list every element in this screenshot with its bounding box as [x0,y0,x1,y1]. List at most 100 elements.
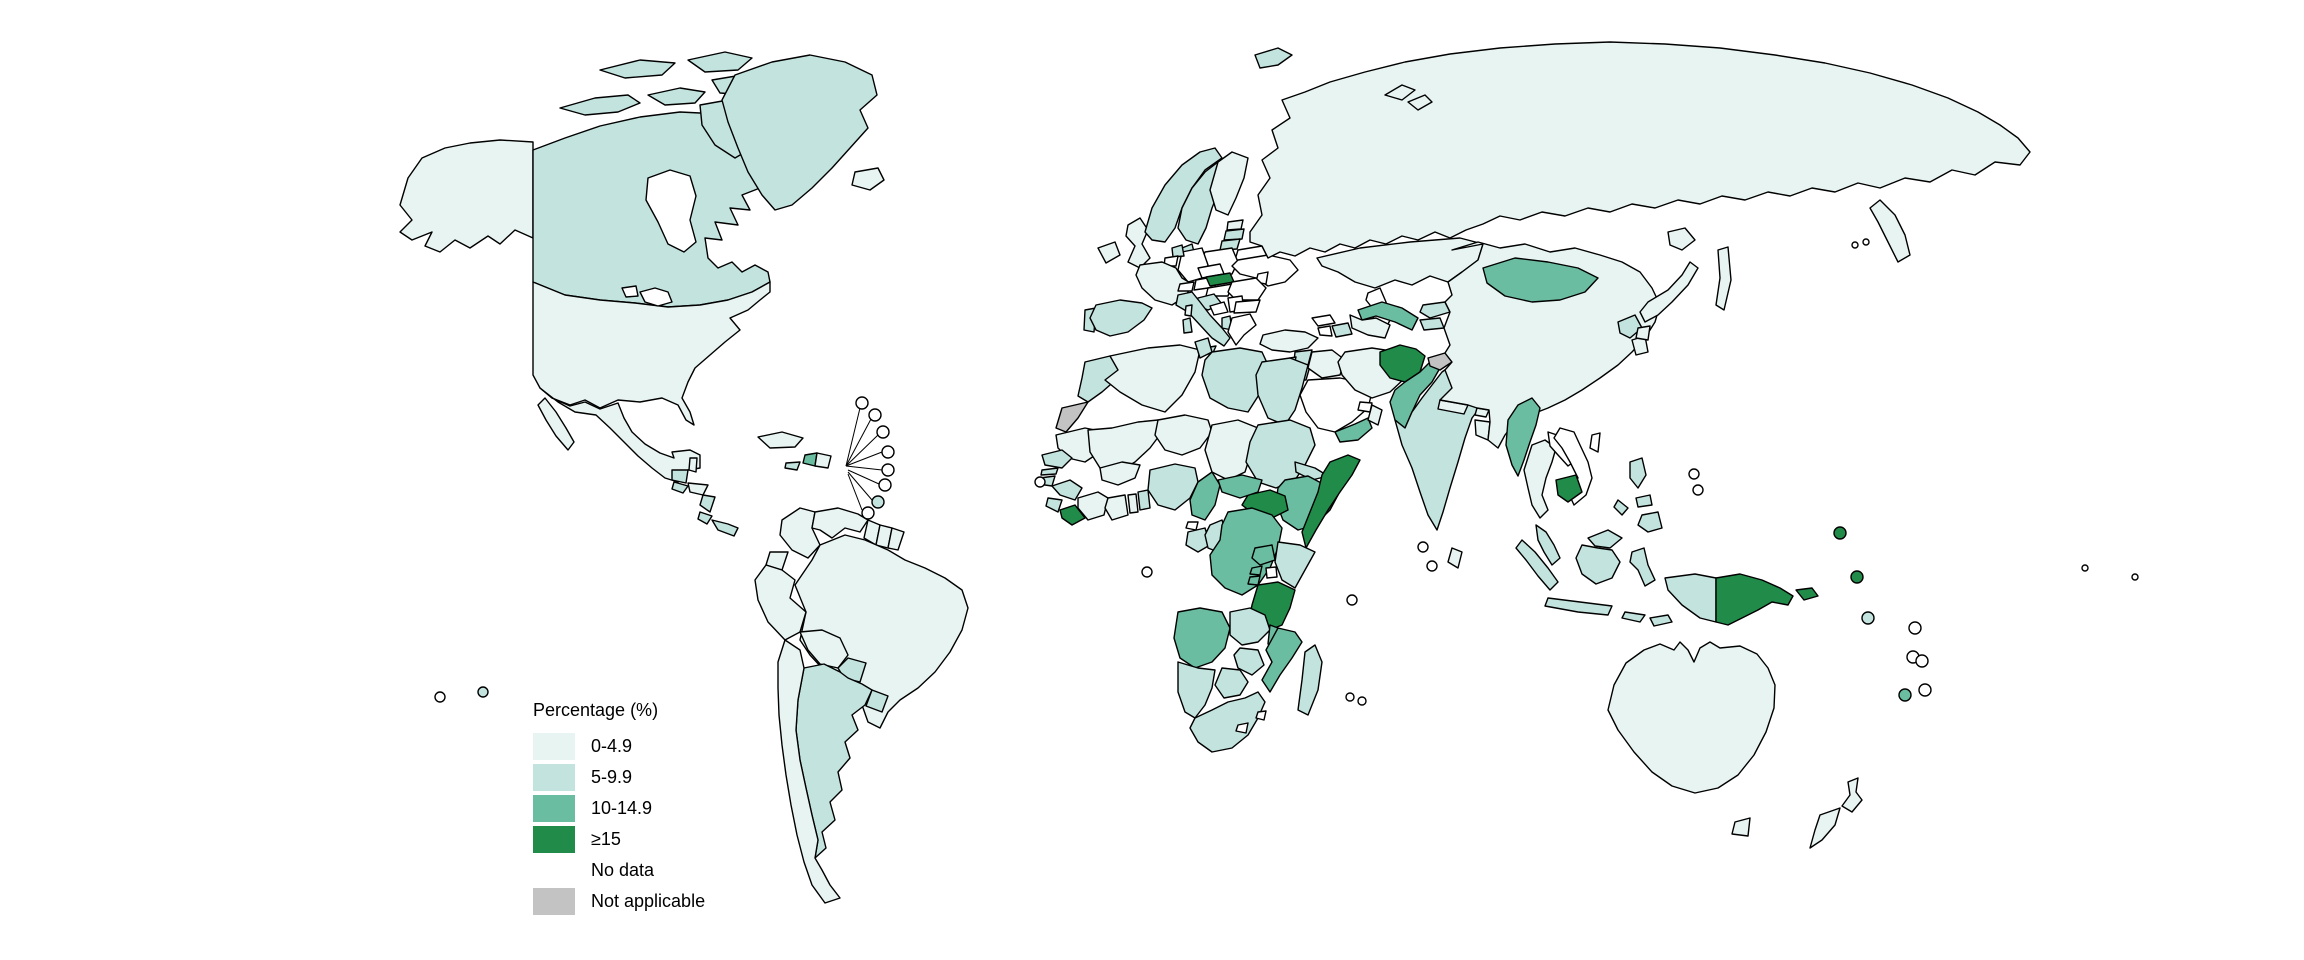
country-norway [1144,147,1223,243]
country-niger [1154,414,1213,456]
country-switzerland [1177,281,1195,292]
country-mongolia [1482,257,1599,303]
island-marker [2081,564,2089,572]
country-russia [1249,41,2031,259]
country-japan-kyushu [1635,325,1651,341]
country-zimbabwe [1233,647,1265,676]
country-iraq [1307,349,1346,379]
country-russia-novaya-zemlya [1384,84,1416,101]
island-markers [434,238,2139,706]
country-uganda [1251,544,1276,566]
country-latvia [1223,228,1245,241]
island-marker [878,478,892,492]
continent-north-america [399,51,885,537]
country-philippines-palawan [1613,499,1629,516]
legend-item->=15: ≥15 [533,824,705,855]
country-armenia [1317,325,1333,337]
island-marker [1346,594,1358,606]
island-marker [1862,238,1870,246]
country-united-states-alaska [399,139,534,253]
country-new-zealand-north [1841,777,1863,813]
island-marker [1692,484,1704,496]
legend-swatch [533,857,575,884]
country-yemen [1334,417,1373,443]
island-marker [1417,541,1429,553]
island-marker [1357,696,1367,706]
island-marker [868,408,882,422]
country-cambodia [1555,474,1583,503]
country-north-korea [1617,314,1643,339]
country-indonesia-kalimantan [1575,544,1621,585]
country-belize [688,457,698,473]
lake-victoria [1265,566,1278,579]
hudson-bay [645,169,697,253]
legend-label: Not applicable [591,891,706,911]
legend-label: 5-9.9 [591,767,633,787]
country-egypt [1255,357,1309,426]
country-greenland [721,54,878,211]
country-central-african-republic [1217,474,1263,499]
country-papua-new-guinea [1715,573,1794,626]
country-indonesia-java [1544,597,1613,616]
country-spain [1089,299,1153,337]
country-french-guiana [887,527,905,551]
country-tajikistan [1419,317,1445,331]
region-east-asia [1439,227,1717,627]
country-china [1439,241,1661,449]
country-bolivia [799,629,849,669]
country-taiwan [1589,432,1601,453]
caribbean-leader-lines [845,407,883,511]
island-marker [1861,611,1875,625]
country-philippines-mindanao [1637,511,1663,533]
country-liberia [1059,504,1086,526]
legend-label: No data [591,860,655,880]
country-timor-leste [1649,614,1673,627]
continent-south-america [754,507,969,904]
island-marker [855,396,869,410]
country-dominican-republic [814,452,832,469]
country-philippines-visayas [1635,494,1653,508]
country-togo [1127,493,1139,514]
island-marker [1851,241,1859,249]
country-myanmar [1505,397,1541,477]
country-lithuania [1219,238,1241,251]
country-guatemala [671,469,689,484]
country-guinea [1051,479,1083,501]
country-malaysia [1535,524,1561,566]
legend-swatch [533,764,575,791]
country-kyrgyzstan [1419,301,1451,319]
country-united-kingdom [1125,217,1151,269]
country-kenya [1274,541,1316,589]
country-cuba [757,431,804,449]
country-burundi [1247,575,1261,586]
island-marker [861,506,875,520]
country-estonia [1226,219,1244,231]
country-el-salvador [671,481,689,494]
country-canada-island [647,87,706,106]
continent-oceania [1607,573,1863,849]
country-namibia [1177,661,1216,719]
country-oman [1367,404,1383,426]
island-marker [1426,560,1438,572]
territory-western-sahara [1055,401,1089,433]
country-france-corsica [1184,304,1193,317]
country-finland [1209,151,1249,216]
country-ukraine [1231,254,1299,287]
country-panama [711,519,739,537]
country-pakistan [1389,361,1441,429]
country-italy-sardinia [1182,317,1193,334]
island-marker [2131,573,2139,581]
country-malaysia-borneo [1587,529,1623,549]
island-marker [1898,688,1912,702]
country-indonesia-sulawesi [1629,547,1656,587]
country-bulgaria [1233,299,1261,314]
country-eritrea [1294,461,1329,481]
legend-items: 0-4.9 5-9.9 10-14.9 ≥15 No data Not applicabl… [533,731,705,917]
country-nicaragua [699,494,716,513]
country-burkina-faso [1099,461,1141,486]
country-gabon [1185,527,1211,553]
island-marker [477,686,489,698]
country-russia-kamchatka [1869,199,1911,263]
country-turkey [1259,329,1319,353]
